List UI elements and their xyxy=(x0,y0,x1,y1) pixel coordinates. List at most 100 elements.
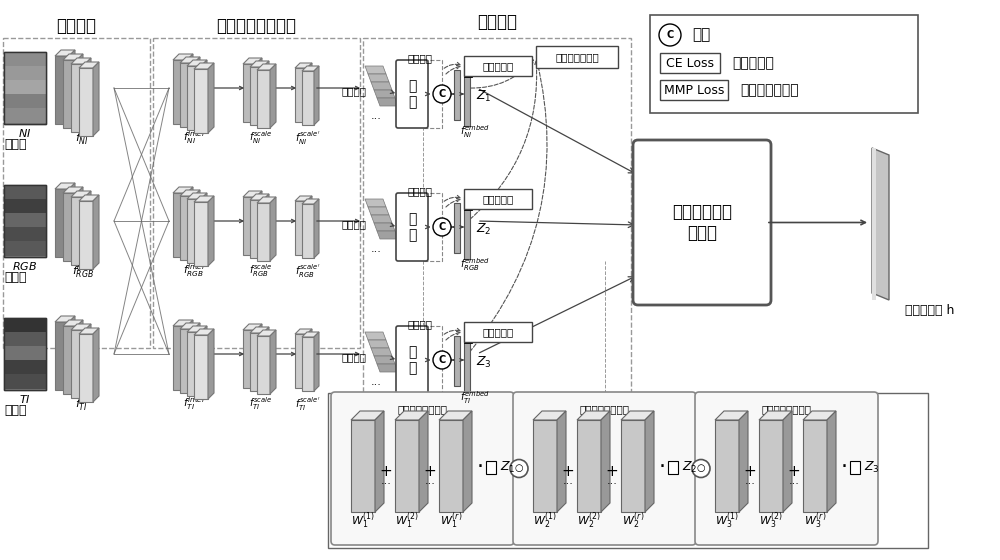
Circle shape xyxy=(433,351,451,369)
Text: +: + xyxy=(788,464,800,478)
Text: 可见光: 可见光 xyxy=(4,271,26,284)
Text: ...: ... xyxy=(371,244,381,254)
Polygon shape xyxy=(302,332,319,337)
Text: +: + xyxy=(744,464,756,478)
Polygon shape xyxy=(77,54,83,128)
FancyBboxPatch shape xyxy=(295,334,307,388)
Polygon shape xyxy=(377,364,398,372)
Polygon shape xyxy=(270,64,276,128)
FancyBboxPatch shape xyxy=(533,420,557,512)
Text: 连接: 连接 xyxy=(692,27,710,43)
FancyBboxPatch shape xyxy=(4,185,46,257)
Text: C: C xyxy=(666,30,674,40)
FancyBboxPatch shape xyxy=(464,333,472,343)
FancyBboxPatch shape xyxy=(464,330,470,392)
Polygon shape xyxy=(187,320,193,390)
FancyBboxPatch shape xyxy=(464,67,472,77)
FancyBboxPatch shape xyxy=(79,334,93,402)
Text: +: + xyxy=(606,464,618,478)
Circle shape xyxy=(510,460,528,478)
FancyBboxPatch shape xyxy=(454,336,460,386)
FancyBboxPatch shape xyxy=(464,322,532,342)
Text: ·: · xyxy=(658,457,666,477)
Polygon shape xyxy=(63,54,83,60)
FancyBboxPatch shape xyxy=(4,94,46,109)
FancyBboxPatch shape xyxy=(660,53,720,73)
Text: 嵌
入: 嵌 入 xyxy=(408,212,416,242)
Text: ○: ○ xyxy=(515,464,523,474)
Polygon shape xyxy=(715,411,748,420)
Polygon shape xyxy=(601,411,610,512)
FancyBboxPatch shape xyxy=(187,66,201,130)
FancyBboxPatch shape xyxy=(395,420,419,512)
FancyBboxPatch shape xyxy=(621,420,645,512)
FancyBboxPatch shape xyxy=(4,332,46,347)
Text: $Z_{1}$: $Z_{1}$ xyxy=(476,88,492,104)
Text: ○: ○ xyxy=(697,464,705,474)
Text: $f_{RGB}^{ori}$: $f_{RGB}^{ori}$ xyxy=(72,261,94,281)
Polygon shape xyxy=(55,316,75,322)
Text: 局部特征: 局部特征 xyxy=(341,87,366,97)
Text: ...: ... xyxy=(371,377,381,387)
FancyBboxPatch shape xyxy=(4,213,46,228)
Polygon shape xyxy=(374,356,395,364)
FancyBboxPatch shape xyxy=(4,108,46,123)
Text: C: C xyxy=(438,89,446,99)
FancyBboxPatch shape xyxy=(173,193,187,257)
FancyBboxPatch shape xyxy=(464,189,532,209)
FancyBboxPatch shape xyxy=(257,336,270,394)
Polygon shape xyxy=(69,316,75,390)
FancyBboxPatch shape xyxy=(4,227,46,242)
Text: $f_{RGB}^{scale'}$: $f_{RGB}^{scale'}$ xyxy=(295,262,321,280)
Text: 低秩模态特定因子: 低秩模态特定因子 xyxy=(398,404,448,414)
FancyBboxPatch shape xyxy=(55,189,69,257)
Text: 特征嵌入: 特征嵌入 xyxy=(477,13,517,31)
FancyBboxPatch shape xyxy=(396,326,428,394)
Text: $W_{3}^{(r)}$: $W_{3}^{(r)}$ xyxy=(804,511,826,531)
Text: 特征提取: 特征提取 xyxy=(56,17,96,35)
Polygon shape xyxy=(194,323,200,393)
Polygon shape xyxy=(180,190,200,196)
Polygon shape xyxy=(71,58,91,64)
Polygon shape xyxy=(645,411,654,512)
FancyBboxPatch shape xyxy=(71,330,85,398)
Polygon shape xyxy=(295,196,312,201)
Polygon shape xyxy=(180,57,200,63)
FancyBboxPatch shape xyxy=(486,461,496,474)
FancyBboxPatch shape xyxy=(464,200,472,210)
Text: $W_{1}^{(r)}$: $W_{1}^{(r)}$ xyxy=(440,511,462,531)
FancyBboxPatch shape xyxy=(668,461,678,474)
Text: ···: ··· xyxy=(425,479,435,489)
Polygon shape xyxy=(307,196,312,255)
FancyBboxPatch shape xyxy=(4,66,46,81)
Polygon shape xyxy=(243,58,262,64)
Text: ···: ··· xyxy=(745,479,755,489)
FancyBboxPatch shape xyxy=(302,71,314,125)
Text: $Z_{2}$: $Z_{2}$ xyxy=(476,221,491,236)
Text: 多尺度多模态交互: 多尺度多模态交互 xyxy=(216,17,296,35)
Polygon shape xyxy=(314,66,319,125)
FancyBboxPatch shape xyxy=(257,70,270,128)
Polygon shape xyxy=(577,411,610,420)
Polygon shape xyxy=(77,320,83,394)
Polygon shape xyxy=(263,194,269,258)
FancyBboxPatch shape xyxy=(439,420,463,512)
FancyBboxPatch shape xyxy=(4,52,46,124)
Polygon shape xyxy=(55,183,75,189)
Text: $f_{NI}^{scale}$: $f_{NI}^{scale}$ xyxy=(249,129,273,146)
Text: $W_{1}^{(2)}$: $W_{1}^{(2)}$ xyxy=(395,511,419,531)
Text: 热红外: 热红外 xyxy=(4,404,26,417)
Text: MMP Loss: MMP Loss xyxy=(664,83,724,96)
FancyBboxPatch shape xyxy=(194,335,208,399)
FancyBboxPatch shape xyxy=(4,199,46,214)
FancyBboxPatch shape xyxy=(4,346,46,361)
Text: C: C xyxy=(438,222,446,232)
Polygon shape xyxy=(208,329,214,399)
Polygon shape xyxy=(371,82,392,90)
Polygon shape xyxy=(201,326,207,396)
FancyBboxPatch shape xyxy=(4,318,46,333)
Text: 多模态原型损失: 多模态原型损失 xyxy=(555,52,599,62)
FancyBboxPatch shape xyxy=(4,241,46,256)
FancyBboxPatch shape xyxy=(243,330,256,388)
FancyBboxPatch shape xyxy=(513,392,696,545)
